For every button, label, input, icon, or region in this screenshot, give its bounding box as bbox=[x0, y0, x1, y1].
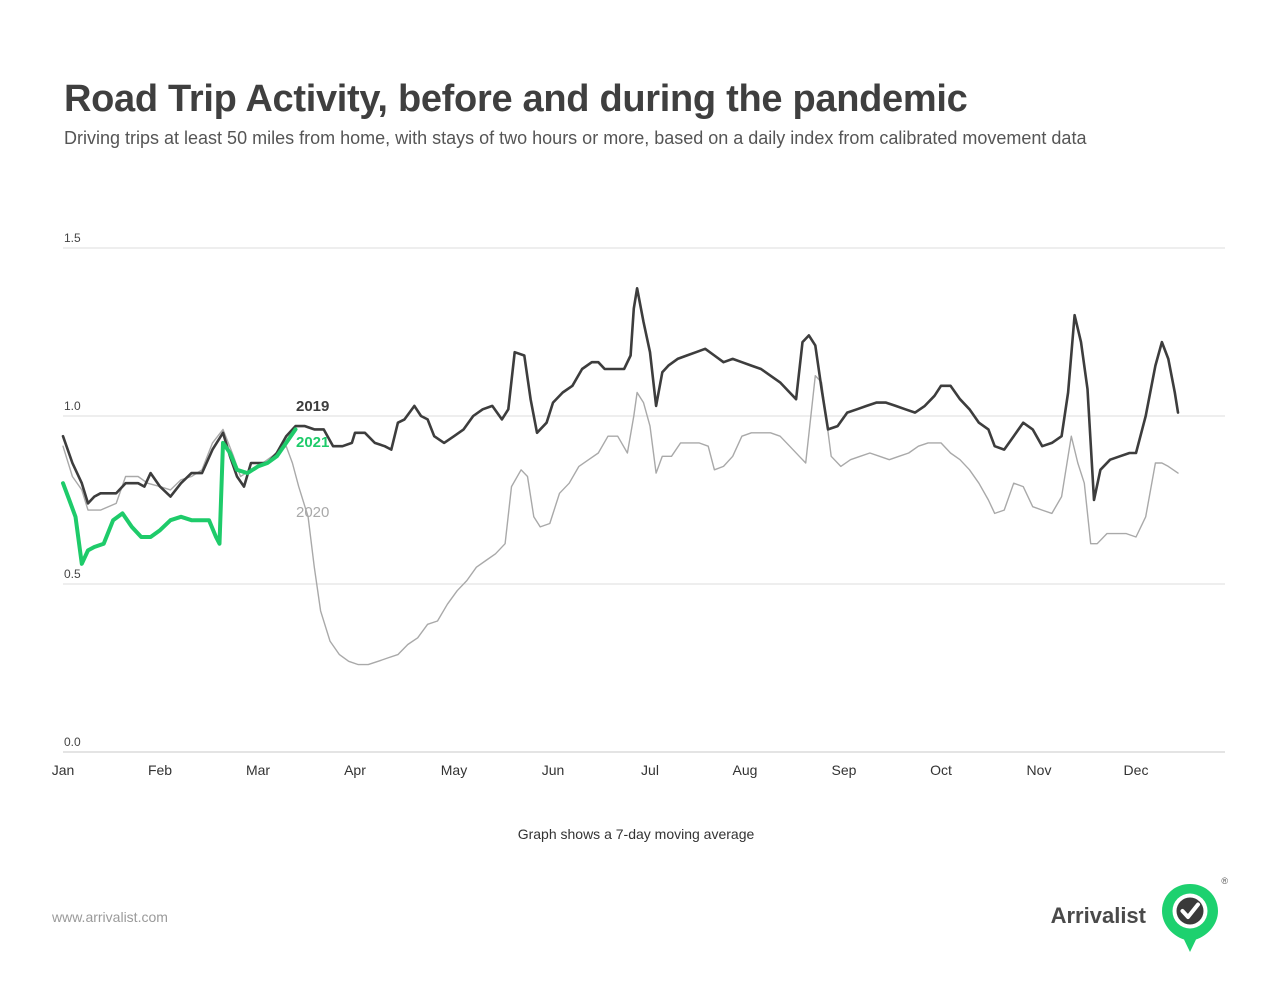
x-tick-label: Apr bbox=[344, 762, 366, 778]
logo-wordmark: Arrivalist bbox=[1050, 903, 1146, 928]
x-axis-ticks: Jan Feb Mar Apr May Jun Jul Aug Sep Oct Nov Dec bbox=[52, 762, 1149, 778]
y-tick-label: 1.5 bbox=[64, 231, 81, 245]
y-tick-label: 0.0 bbox=[64, 735, 81, 749]
y-axis-ticks: 0.0 0.5 1.0 1.5 bbox=[64, 231, 81, 749]
x-tick-label: Feb bbox=[148, 762, 172, 778]
x-tick-label: Jul bbox=[641, 762, 659, 778]
x-tick-label: Sep bbox=[832, 762, 857, 778]
check-pin-icon bbox=[1162, 884, 1218, 952]
series-line-2020 bbox=[62, 375, 1179, 666]
moving-average-note: Graph shows a 7-day moving average bbox=[517, 826, 755, 842]
x-tick-label: Aug bbox=[733, 762, 758, 778]
x-tick-label: Oct bbox=[930, 762, 952, 778]
x-tick-label: Dec bbox=[1124, 762, 1149, 778]
series-labels: 2019 2020 2021 bbox=[296, 398, 329, 521]
x-tick-label: Jan bbox=[52, 762, 75, 778]
footer-url: www.arrivalist.com bbox=[52, 909, 168, 925]
x-tick-label: Nov bbox=[1027, 762, 1052, 778]
series-line-2019 bbox=[61, 287, 1180, 505]
series-label-2020: 2020 bbox=[296, 504, 329, 521]
chart-title: Road Trip Activity, before and during th… bbox=[64, 78, 968, 120]
x-tick-label: Jun bbox=[542, 762, 565, 778]
arrivalist-logo: Arrivalist ® bbox=[1040, 876, 1230, 956]
y-tick-label: 1.0 bbox=[64, 399, 81, 413]
chart-subtitle: Driving trips at least 50 miles from hom… bbox=[64, 128, 1087, 148]
line-chart: 0.0 0.5 1.0 1.5 Jan Feb Mar Apr May Jun Jul Aug Sep… bbox=[52, 231, 1225, 778]
grid-lines bbox=[63, 247, 1225, 753]
series-label-2019: 2019 bbox=[296, 398, 329, 415]
series-label-2021: 2021 bbox=[296, 434, 329, 451]
registered-mark: ® bbox=[1221, 876, 1228, 886]
series-lines bbox=[61, 287, 1180, 666]
x-tick-label: Mar bbox=[246, 762, 270, 778]
series-line-2021 bbox=[61, 427, 298, 566]
x-tick-label: May bbox=[441, 762, 467, 778]
y-tick-label: 0.5 bbox=[64, 567, 81, 581]
